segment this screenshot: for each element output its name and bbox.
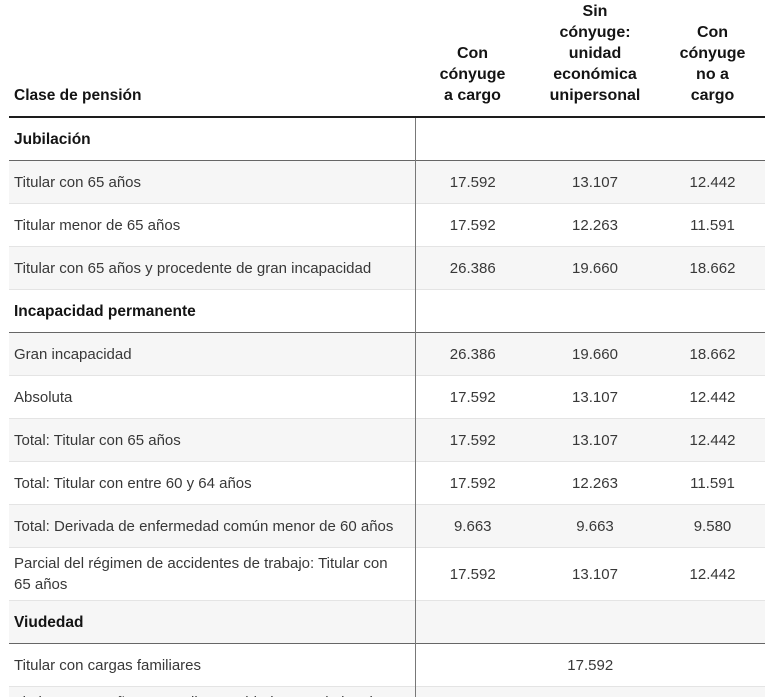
table-row: Absoluta 17.592 13.107 12.442 (9, 375, 765, 419)
cell-value: 13.107 (415, 687, 765, 697)
cell-value: 19.660 (572, 345, 618, 363)
cell-value: 26.386 (449, 259, 496, 277)
section-empty-cells (415, 601, 765, 644)
cell-value: 9.580 (693, 517, 732, 535)
pension-table: Clase de pensión Con cónyuge a cargo Sin… (9, 0, 765, 697)
cell-value: 13.107 (572, 173, 618, 191)
row-label: Total: Titular con entre 60 y 64 años (9, 461, 416, 505)
section-empty-cells (415, 117, 765, 161)
section-row: Viudedad (9, 600, 765, 644)
cell-value: 9.663 (453, 517, 492, 535)
header-row: Clase de pensión Con cónyuge a cargo Sin… (9, 0, 765, 118)
cell-value: 17.592 (449, 173, 496, 191)
table-row: Gran incapacidad 26.386 19.660 18.662 (9, 332, 765, 376)
cell-value: 17.592 (449, 216, 496, 234)
table-row: Titular con cargas familiares 17.592 (9, 643, 765, 687)
section-title: Viudedad (9, 600, 416, 644)
cell-value: 13.107 (572, 565, 618, 583)
row-label: Titular con 65 años y procedente de gran… (9, 246, 416, 290)
cell-value: 13.107 (572, 388, 618, 406)
table-row: Parcial del régimen de accidentes de tra… (9, 547, 765, 601)
row-label: Titular con cargas familiares (9, 643, 416, 687)
row-label: Gran incapacidad (9, 332, 416, 376)
column-header-sin-conyuge-unipersonal: Sin cónyuge: unidad económica unipersona… (530, 0, 660, 118)
cell-value: 17.592 (449, 388, 496, 406)
table-row: Total: Derivada de enfermedad común meno… (9, 504, 765, 548)
cell-value: 9.663 (576, 517, 614, 535)
table-row: Titular con 65 años y procedente de gran… (9, 246, 765, 290)
row-label: Parcial del régimen de accidentes de tra… (9, 547, 416, 601)
column-header-clase-de-pension: Clase de pensión (9, 0, 415, 118)
cell-value: 17.592 (449, 565, 496, 583)
section-row: Incapacidad permanente (9, 289, 765, 333)
cell-value: 12.442 (689, 565, 736, 583)
cell-value: 18.662 (689, 345, 736, 363)
cell-value: 12.442 (689, 388, 736, 406)
cell-value: 12.442 (689, 431, 736, 449)
cell-value: 19.660 (572, 259, 618, 277)
section-row: Jubilación (9, 117, 765, 161)
table-row: Titular con 65 años o con discapacidad e… (9, 686, 765, 697)
table-row: Total: Titular con 65 años 17.592 13.107 12… (9, 418, 765, 462)
cell-value: 13.107 (572, 431, 618, 449)
section-title: Incapacidad permanente (9, 289, 416, 333)
cell-value: 11.591 (690, 474, 735, 492)
cell-value: 17.592 (449, 474, 496, 492)
cell-value: 17.592 (449, 431, 496, 449)
section-empty-cells (415, 290, 765, 333)
row-label: Titular menor de 65 años (9, 203, 416, 247)
row-label: Total: Titular con 65 años (9, 418, 416, 462)
column-header-con-conyuge-a-cargo: Con cónyuge a cargo (415, 0, 530, 118)
cell-value: 26.386 (449, 345, 496, 363)
table-row: Total: Titular con entre 60 y 64 años 17.… (9, 461, 765, 505)
cell-value: 12.263 (572, 474, 618, 492)
cell-value: 11.591 (690, 216, 735, 234)
row-label: Titular con 65 años o con discapacidad e… (9, 686, 416, 697)
table-row: Titular con 65 años 17.592 13.107 12.442 (9, 160, 765, 204)
table-body: Jubilación Titular con 65 años 17.592 13.10… (9, 117, 765, 697)
row-label: Total: Derivada de enfermedad común meno… (9, 504, 416, 548)
cell-value: 18.662 (689, 259, 736, 277)
row-label: Absoluta (9, 375, 416, 419)
section-title: Jubilación (9, 117, 416, 161)
table-header: Clase de pensión Con cónyuge a cargo Sin… (9, 0, 765, 118)
cell-value: 12.442 (689, 173, 736, 191)
cell-value: 12.263 (572, 216, 618, 234)
column-header-con-conyuge-no-a-cargo: Con cónyuge no a cargo (660, 0, 765, 118)
row-label: Titular con 65 años (9, 160, 416, 204)
table-row: Titular menor de 65 años 17.592 12.263 11.5… (9, 203, 765, 247)
cell-value: 17.592 (567, 656, 614, 674)
